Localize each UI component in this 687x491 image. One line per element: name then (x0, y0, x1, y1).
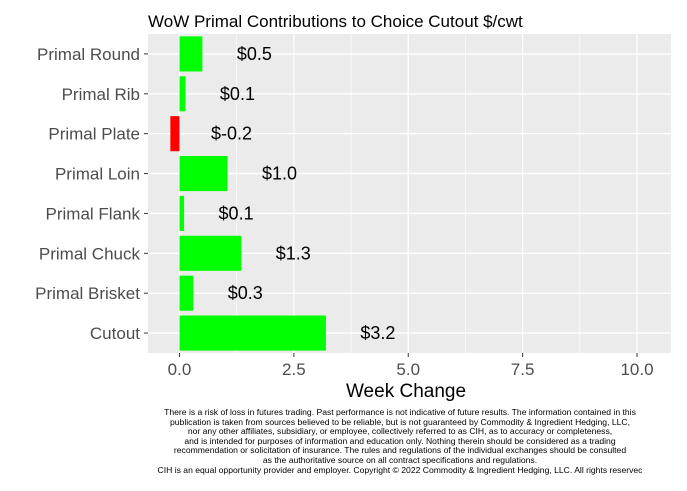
y-axis: Primal Round Primal Rib Primal Plate Primal… (35, 45, 148, 343)
disclaimer-line: recommendation or solicitation of insura… (173, 445, 627, 456)
x-tick-label: 2.5 (282, 360, 306, 379)
y-tick-label: Primal Brisket (35, 284, 140, 303)
x-axis: 0.0 2.5 5.0 7.5 10.0 (168, 353, 654, 379)
y-tick-label: Primal Chuck (39, 244, 141, 263)
y-tick-label: Primal Rib (62, 85, 140, 104)
disclaimer-line: There is a risk of loss in futures tradi… (164, 407, 636, 417)
data-label: $1.0 (262, 164, 297, 184)
data-label: $0.1 (219, 203, 254, 223)
gridlines (148, 34, 671, 353)
y-tick-label: Cutout (90, 324, 140, 343)
disclaimer-line: and is intended for purposes of informat… (184, 435, 616, 446)
x-tick-label: 5.0 (396, 360, 420, 379)
disclaimer-line: publication is taken from sources believ… (169, 416, 631, 427)
chart-title: WoW Primal Contributions to Choice Cutou… (148, 12, 523, 31)
y-tick-label: Primal Plate (48, 125, 140, 144)
data-label: $0.3 (228, 283, 263, 303)
disclaimer-line: nor any other affiliates, subsidiary, or… (187, 426, 613, 437)
y-tick-label: Primal Flank (46, 204, 141, 223)
bar (179, 156, 228, 192)
x-tick-label: 0.0 (168, 360, 192, 379)
data-label: $0.1 (220, 84, 255, 104)
x-tick-label: 10.0 (620, 360, 653, 379)
bar (179, 76, 186, 112)
data-label: $0.5 (237, 44, 272, 64)
plot-panel (148, 34, 671, 353)
data-labels: $0.5 $0.1 $-0.2 $1.0 $0.1 $1.3 $0.3 $3.2 (211, 44, 395, 343)
data-label: $1.3 (276, 243, 311, 263)
x-tick-label: 7.5 (511, 360, 535, 379)
y-tick-label: Primal Loin (55, 165, 140, 184)
disclaimer-line: CIH is an equal opportunity provider and… (157, 464, 643, 475)
disclaimer-line: as the authoritative source on all contr… (262, 454, 538, 465)
bar (170, 116, 180, 152)
bar (179, 275, 194, 311)
bar (179, 195, 185, 231)
bars (170, 36, 326, 351)
disclaimer-text: There is a risk of loss in futures tradi… (120, 407, 680, 475)
y-tick-label: Primal Round (37, 45, 140, 64)
bar (179, 235, 242, 271)
data-label: $3.2 (360, 323, 395, 343)
bar (179, 315, 326, 351)
data-label: $-0.2 (211, 124, 252, 144)
x-axis-label: Week Change (346, 381, 466, 402)
bar (179, 36, 203, 72)
